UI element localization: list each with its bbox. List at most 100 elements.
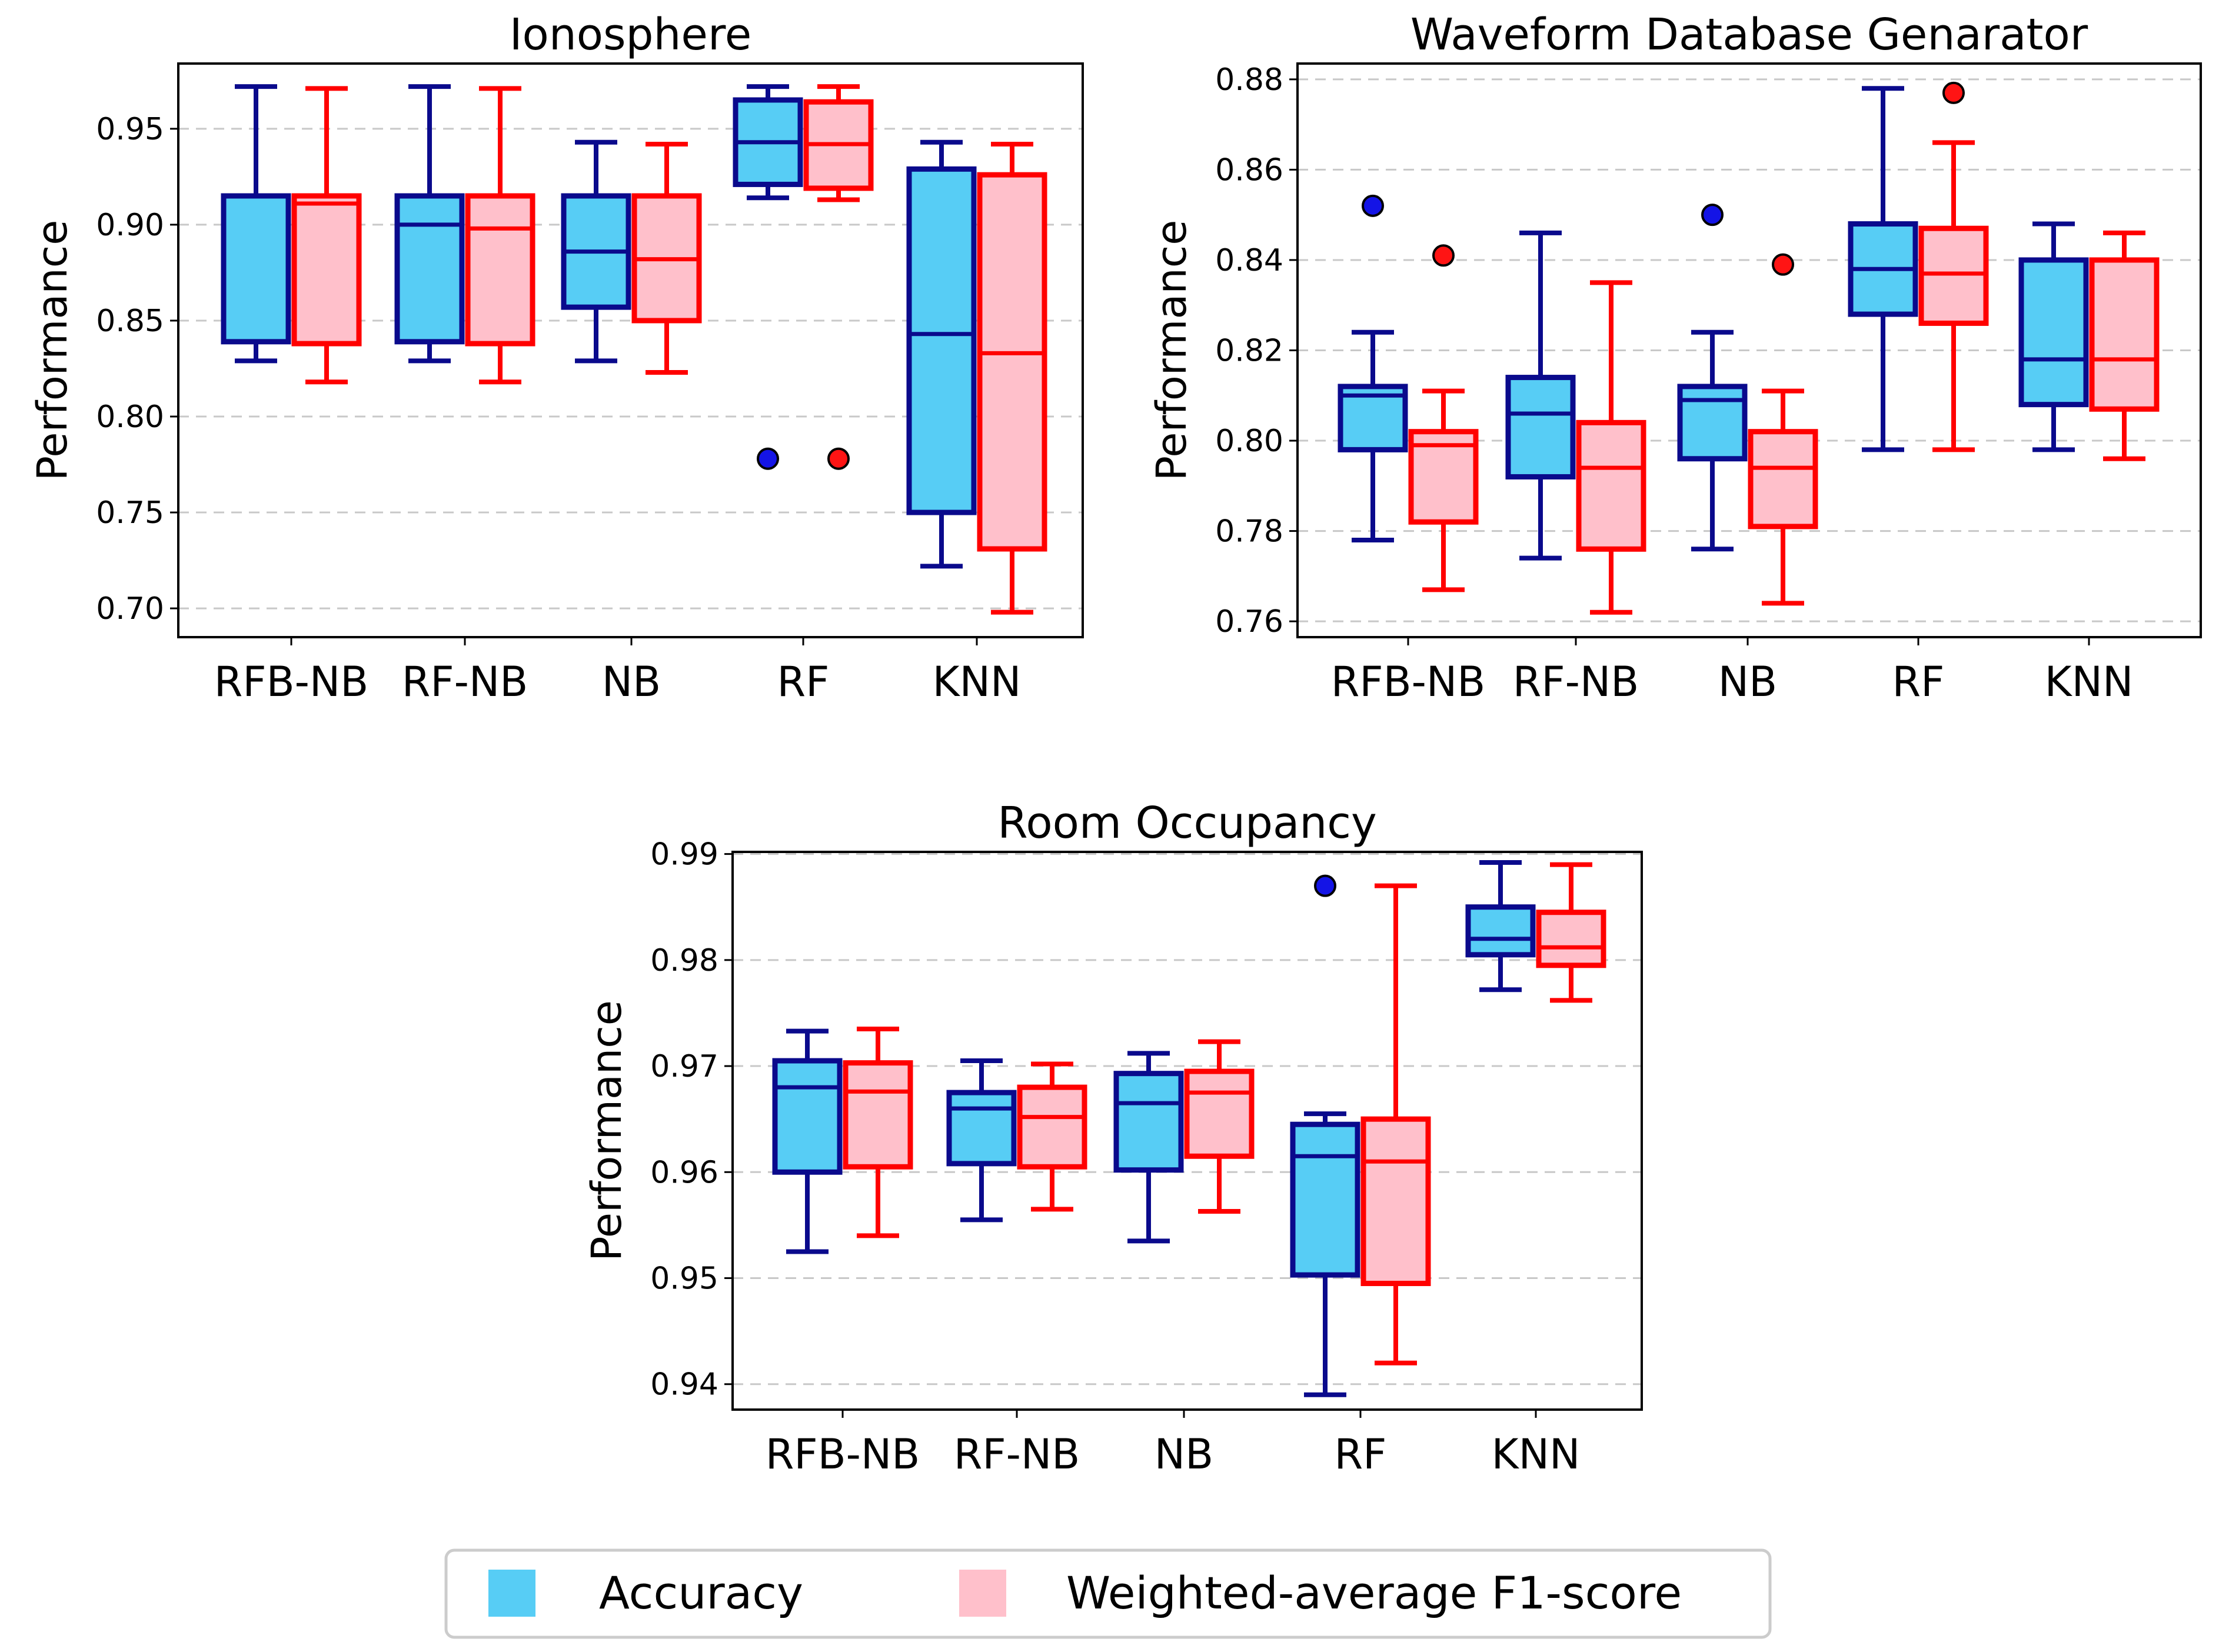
outlier-point <box>1432 244 1455 267</box>
x-tick-label: KNN <box>2045 658 2134 706</box>
x-tick-label: RF-NB <box>954 1430 1080 1478</box>
box-f1-rfb-nb <box>291 86 362 385</box>
y-tick-label: 0.75 <box>96 495 164 531</box>
y-tick-label: 0.97 <box>650 1049 718 1084</box>
x-tick-label: KNN <box>933 658 1022 706</box>
box-iqr <box>906 166 977 515</box>
legend: Accuracy Weighted-average F1-score <box>444 1548 1772 1639</box>
outlier-point <box>1362 194 1384 217</box>
legend-label: Accuracy <box>599 1567 803 1619</box>
legend-frame <box>444 1548 1772 1639</box>
x-tick-label: RF <box>1892 658 1945 706</box>
y-tick-label: 0.95 <box>650 1261 718 1297</box>
y-tick-label: 0.78 <box>1215 514 1283 549</box>
box-f1-rf-nb <box>465 86 535 385</box>
y-tick-label: 0.88 <box>1215 62 1283 98</box>
box-iqr <box>2018 257 2089 408</box>
box-iqr <box>1184 1068 1255 1159</box>
box-iqr <box>1113 1071 1184 1173</box>
y-tick-label: 0.82 <box>1215 334 1283 369</box>
x-tick-label: RFB-NB <box>766 1430 920 1478</box>
box-iqr <box>1918 225 1989 326</box>
box-iqr <box>1465 904 1536 958</box>
box-accuracy-rf-nb <box>394 84 465 364</box>
y-tick-label: 0.96 <box>650 1155 718 1190</box>
x-tick-label: KNN <box>1492 1430 1581 1478</box>
chart-title: Waveform Database Genarator <box>1410 9 2088 60</box>
axes-frame <box>1296 62 2202 638</box>
box-f1-rf <box>1360 883 1431 1365</box>
outlier-point <box>1772 253 1794 276</box>
x-tick-label: NB <box>602 658 661 706</box>
outlier-point <box>1314 874 1336 897</box>
box-iqr <box>1748 429 1818 529</box>
panel-0: 0.70 0.75 0.80 0.85 0.90 0.95 RFB-NB RF-NB NB RF K… <box>28 9 1084 706</box>
box-accuracy-rf-nb <box>946 1058 1017 1223</box>
x-tick-label: RF <box>1335 1430 1387 1478</box>
x-tick-label: RF-NB <box>402 658 528 706</box>
y-tick-label: 0.80 <box>1215 424 1283 459</box>
box-f1-nb <box>1184 1039 1255 1214</box>
outlier-point <box>757 447 779 470</box>
box-f1-nb <box>1748 253 1818 606</box>
axes-frame <box>731 851 1643 1411</box>
outlier-point <box>1942 81 1965 104</box>
y-tick-label: 0.84 <box>1215 243 1283 278</box>
box-iqr <box>772 1058 843 1175</box>
box-iqr <box>977 172 1047 552</box>
box-iqr <box>1290 1121 1360 1278</box>
outlier-point <box>827 447 850 470</box>
chart-title: Ionosphere <box>510 9 752 60</box>
chart-title: Room Occupancy <box>997 798 1376 848</box>
box-accuracy-knn <box>2018 221 2089 452</box>
box-accuracy-rfb-nb <box>772 1028 843 1254</box>
box-accuracy-rf <box>1290 874 1360 1397</box>
box-iqr <box>1017 1084 1087 1170</box>
outlier-point <box>1701 204 1724 227</box>
box-iqr <box>1360 1116 1431 1287</box>
box-iqr <box>946 1090 1017 1167</box>
box-iqr <box>291 193 362 347</box>
box-accuracy-rf <box>1848 86 1918 452</box>
y-tick-label: 0.95 <box>96 112 164 147</box>
y-axis-label: Performance <box>1147 220 1196 481</box>
y-tick-label: 0.70 <box>96 591 164 627</box>
box-f1-knn <box>2089 230 2160 461</box>
box-accuracy-knn <box>906 139 977 569</box>
box-accuracy-rf-nb <box>1505 230 1576 561</box>
box-f1-nb <box>631 141 702 375</box>
x-tick-label: RF-NB <box>1513 658 1639 706</box>
box-f1-knn <box>1536 862 1606 1003</box>
y-tick-label: 0.80 <box>96 399 164 435</box>
box-iqr <box>1505 375 1576 479</box>
box-iqr <box>2089 257 2160 412</box>
x-tick-label: RFB-NB <box>214 658 369 706</box>
box-iqr <box>465 193 535 347</box>
box-f1-rfb-nb <box>1408 244 1479 592</box>
y-axis-label: Performance <box>28 220 76 481</box>
box-iqr <box>1677 384 1748 462</box>
box-f1-rf-nb <box>1017 1061 1087 1212</box>
y-axis-label: Performance <box>583 1000 631 1261</box>
axes-frame <box>177 62 1084 638</box>
box-accuracy-nb <box>561 139 631 364</box>
box-f1-rf-nb <box>1576 280 1646 615</box>
y-tick-label: 0.99 <box>650 837 718 872</box>
box-f1-rf <box>1918 81 1989 452</box>
box-accuracy-knn <box>1465 860 1536 992</box>
box-iqr <box>394 193 465 345</box>
x-tick-label: NB <box>1718 658 1777 706</box>
legend-label: Weighted-average F1-score <box>1066 1567 1682 1619</box>
legend-swatch-f1 <box>959 1570 1006 1617</box>
x-tick-label: RFB-NB <box>1331 658 1486 706</box>
box-iqr <box>1536 910 1606 968</box>
box-iqr <box>221 193 291 345</box>
box-accuracy-nb <box>1113 1051 1184 1244</box>
y-tick-label: 0.98 <box>650 943 718 978</box>
panel-2: 0.94 0.95 0.96 0.97 0.98 0.99 RFB-NB RF-NB NB RF K… <box>583 798 1643 1478</box>
panel-1: 0.76 0.78 0.80 0.82 0.84 0.86 0.88 RFB-NB RF-NB N… <box>1147 9 2202 706</box>
box-accuracy-rfb-nb <box>221 84 291 364</box>
legend-swatch-accuracy <box>488 1570 535 1617</box>
box-accuracy-rfb-nb <box>1338 194 1408 542</box>
